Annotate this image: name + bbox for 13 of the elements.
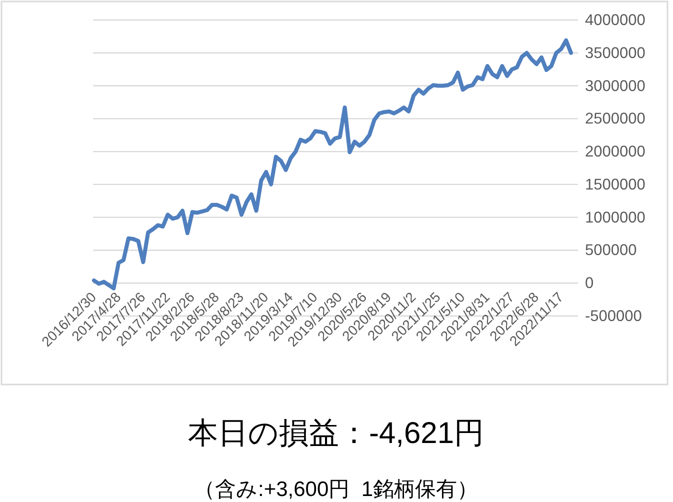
line-series <box>92 38 573 290</box>
text: 本日の損益：-4,621円 <box>188 417 484 450</box>
y-tick-label: 1500000 <box>585 176 646 194</box>
y-tick-label: 1000000 <box>585 209 646 226</box>
y-tick-label: 500000 <box>585 242 638 260</box>
y-tick-label: 3000000 <box>585 78 646 95</box>
text: （含み:+3,600円 1銘柄保有） <box>194 478 478 501</box>
y-tick-label: 2000000 <box>585 144 646 161</box>
y-tick-label: -500000 <box>585 308 642 325</box>
y-tick-label: 2500000 <box>585 110 646 128</box>
y-tick-label: 3500000 <box>585 44 646 62</box>
y-tick-label: 4000000 <box>585 12 646 29</box>
y-tick-label: 0 <box>585 275 594 292</box>
